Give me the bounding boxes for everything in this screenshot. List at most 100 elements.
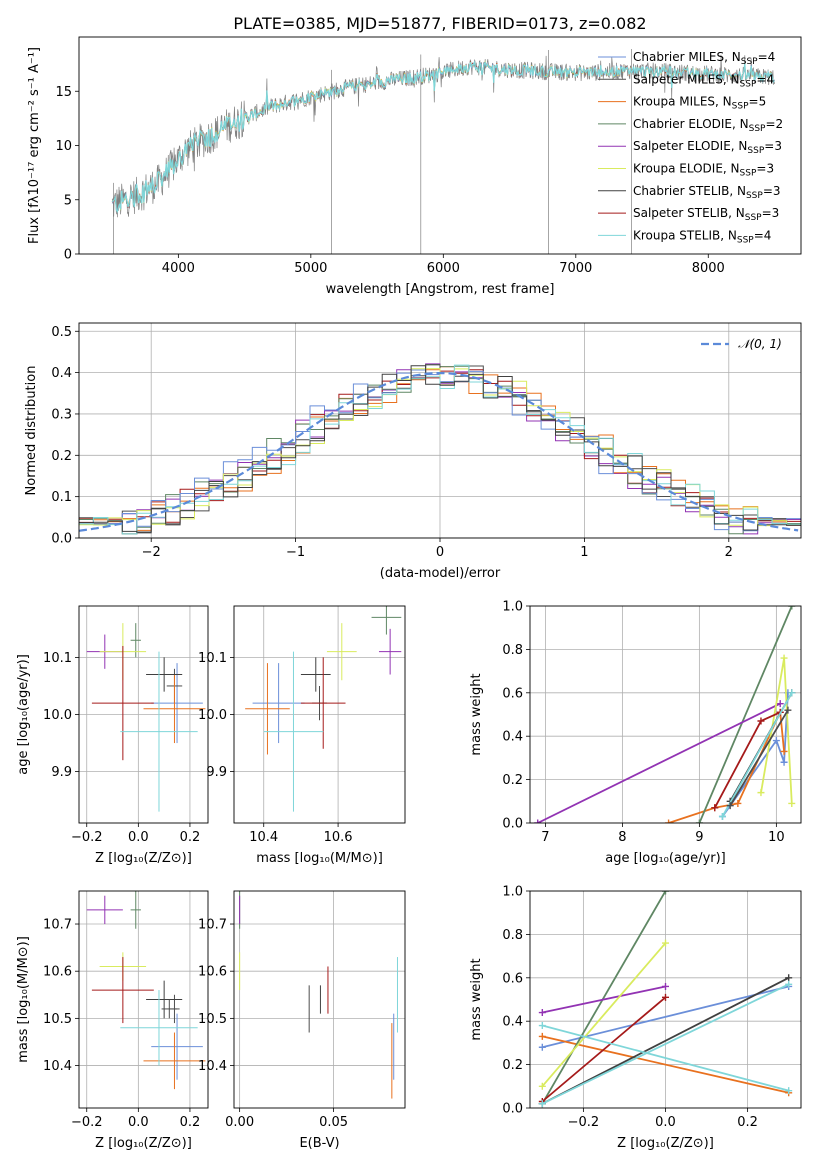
x-tick-label: 8: [618, 830, 626, 845]
y-tick-label: 0.0: [502, 817, 523, 832]
panel-age-vs-mass: 10.4 10.6 9.9 10.0 10.1 mass [log₁₀(M/M⊙)]: [198, 605, 406, 866]
y-tick-label: 10.4: [198, 1059, 227, 1074]
legend-count: =4: [756, 72, 774, 86]
legend-entry: Chabrier MILES, NSSP=4: [633, 50, 775, 67]
y-tick-label: 10.6: [43, 965, 72, 980]
spectrum-data-line: [111, 49, 775, 254]
errorbar-point-kroupa-miles: [245, 663, 290, 755]
legend-model-name: Chabrier MILES, N: [633, 50, 741, 64]
legend-entry: Kroupa STELIB, NSSP=4: [633, 228, 771, 245]
axes-frame: [529, 890, 802, 1109]
x-tick-label: 0: [436, 545, 444, 560]
errorbar-point-kroupa-stelib: [120, 990, 198, 1066]
errorbar-point-salpeter-stelib: [91, 645, 154, 761]
axes-frame: [78, 605, 209, 824]
legend-count: =4: [758, 50, 776, 64]
x-tick-label: 0.0: [655, 1115, 676, 1130]
errorbar-point-chabrier-stelib: [300, 657, 331, 692]
panel-weight-vs-age: 7 8 9 10 0.0 0.2 0.4 0.6 0.8 1.0 age [log₁₀(age/yr…: [469, 600, 802, 866]
x-axis-label: age [log₁₀(age/yr)]: [605, 851, 726, 866]
plot-area: [234, 891, 405, 1108]
legend-model-name: Salpeter ELODIE, N: [633, 139, 747, 153]
plot-area: [111, 49, 775, 254]
y-axis-label: Flux [fλ10⁻¹⁷ erg cm⁻² s⁻¹ A⁻¹]: [27, 47, 42, 244]
weight-marker: [785, 974, 793, 982]
weight-marker: [718, 812, 726, 820]
x-axis-label: E(B-V): [299, 1136, 339, 1151]
x-tick-label: 10.4: [249, 830, 278, 845]
legend-model-name: Kroupa ELODIE, N: [633, 162, 740, 176]
axes-frame: [78, 36, 802, 255]
axes-frame: [529, 605, 802, 824]
y-tick-label: 10.1: [43, 651, 72, 666]
plot-area: [530, 606, 801, 823]
legend-count: =2: [765, 117, 783, 131]
x-tick-label: 10.6: [324, 830, 353, 845]
x-tick-label: −2: [142, 545, 161, 560]
x-tick-label: 9: [695, 830, 703, 845]
errorbar-point-chabrier-miles: [151, 663, 203, 744]
weight-marker: [788, 799, 796, 807]
y-tick-label: 0.2: [502, 773, 523, 788]
weight-line-6: [714, 711, 781, 809]
weight-line-7: [541, 983, 790, 1105]
panel-mass-vs-ebv: 0.00 0.05 10.4 10.5 10.6 10.7 E(B-V): [198, 890, 406, 1151]
y-tick-label: 0.2: [502, 1058, 523, 1073]
weight-marker: [772, 737, 780, 745]
y-axis-label: Normed distribution: [24, 366, 39, 496]
x-tick-label: −0.2: [71, 1115, 103, 1130]
axes-frame: [233, 890, 406, 1109]
legend-subscript: SSP: [737, 235, 754, 245]
errorbar-point-chabrier-miles: [151, 1013, 203, 1080]
y-tick-label: 10.7: [43, 918, 72, 933]
y-tick-label: 10.0: [198, 708, 227, 723]
legend-subscript: SSP: [747, 146, 764, 156]
weight-line-2: [698, 606, 793, 823]
weight-marker: [538, 1100, 546, 1108]
legend-model-name: Chabrier STELIB, N: [633, 184, 746, 198]
weight-marker: [534, 819, 542, 823]
spectrum-best-model-line: [111, 60, 775, 214]
y-tick-label: 9.9: [206, 765, 227, 780]
errorbar-point-salpeter-stelib: [91, 957, 154, 1024]
legend-model-name: Chabrier ELODIE, N: [633, 117, 749, 131]
weight-marker: [780, 654, 788, 662]
x-axis-label: Z [log₁₀(Z/Z⊙)]: [617, 1136, 714, 1151]
plot-area: [79, 891, 208, 1108]
x-tick-label: 7: [541, 830, 549, 845]
weight-marker: [785, 1087, 793, 1095]
y-tick-label: 10.5: [43, 1012, 72, 1027]
weight-line-1: [668, 708, 785, 823]
weight-marker: [711, 804, 719, 812]
x-tick-label: 6000: [427, 261, 460, 276]
errorbar-point-chabrier-stelib: [146, 980, 183, 1019]
legend-count: =3: [764, 139, 782, 153]
weight-marker: [780, 758, 788, 766]
weight-marker: [538, 1022, 546, 1030]
x-axis-label: wavelength [Angstrom, rest frame]: [326, 282, 555, 297]
histogram-chabrier-stelib: [79, 365, 801, 533]
x-tick-label: 5000: [294, 261, 327, 276]
legend-entry: Salpeter ELODIE, NSSP=3: [633, 139, 782, 156]
errorbar-point-kroupa-miles: [143, 1032, 206, 1090]
normal-curve: [79, 372, 799, 532]
x-tick-label: 0.2: [180, 1115, 201, 1130]
y-tick-label: 10.7: [198, 918, 227, 933]
weight-marker: [788, 606, 796, 610]
errorbar-point-chabrier-elodie: [371, 606, 402, 635]
y-tick-label: 10.4: [43, 1059, 72, 1074]
weight-marker: [662, 891, 669, 895]
plot-area: [234, 606, 405, 823]
y-tick-label: 10: [55, 139, 72, 154]
x-axis-label: (data-model)/error: [380, 566, 501, 581]
errorbar-point-chabrier-stelib: [146, 657, 183, 692]
errorbar-point-salpeter-stelib: [300, 657, 346, 749]
legend-subscript: SSP: [749, 124, 766, 134]
legend-entry: Kroupa ELODIE, NSSP=3: [633, 162, 774, 179]
y-axis-label: age [log₁₀(age/yr)]: [16, 654, 31, 775]
weight-line-8: [729, 709, 789, 807]
legend-entry: Salpeter STELIB, NSSP=3: [633, 206, 779, 223]
errorbar-point-kroupa-elodie: [326, 623, 357, 681]
